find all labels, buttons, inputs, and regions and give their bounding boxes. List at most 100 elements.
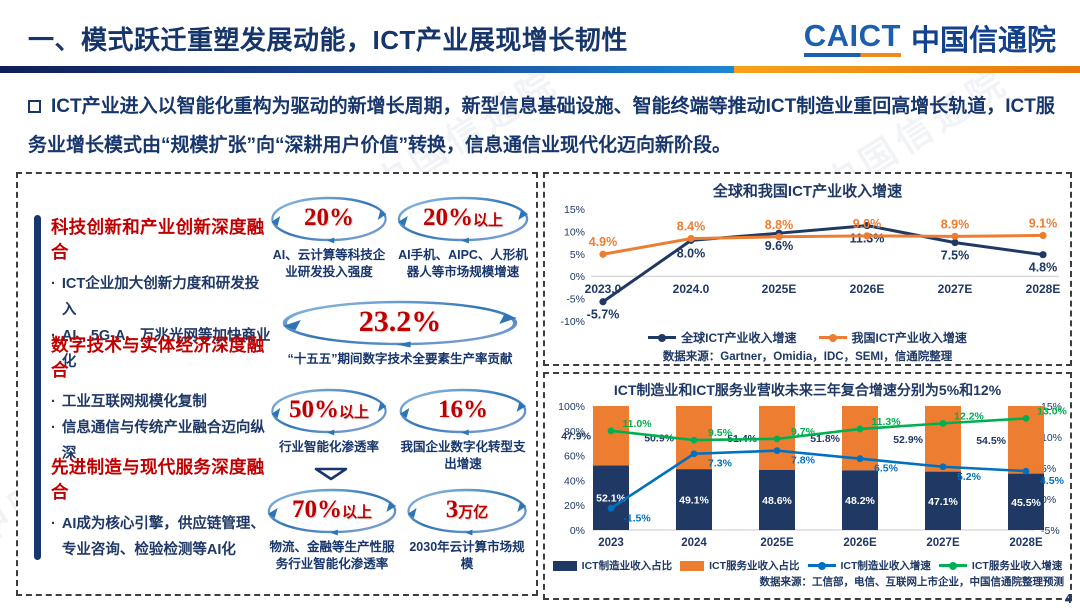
oval-icon: 50%以上	[268, 384, 390, 436]
line-marker-icon	[938, 564, 967, 567]
legend-label: ICT服务业收入增速	[971, 560, 1063, 572]
svg-text:15%: 15%	[564, 204, 585, 216]
stat-label: “十五五”期间数字技术全要素生产率贡献	[287, 352, 513, 366]
legend-item-svc-share: ICT服务业收入占比	[680, 558, 800, 573]
svg-text:48.2%: 48.2%	[845, 495, 875, 507]
caict-logo-underline	[803, 52, 901, 57]
line-marker-icon	[648, 336, 677, 339]
svg-text:8.4%: 8.4%	[677, 220, 706, 234]
page-title: 一、模式跃迁重塑发展动能，ICT产业展现增长韧性	[28, 24, 628, 55]
ict-growth-line-chart: 15% 10% 5% 0% -5% -10% 2023.0 2024.0 2025E 2026E 2…	[560, 204, 1060, 328]
ict-stacked-bar-line-chart: 100% 80% 60% 40% 20% 0% 15% 10% 5% 0% -5% 52.1% 47.9…	[558, 401, 1067, 549]
svg-text:9.7%: 9.7%	[791, 426, 816, 438]
svg-text:2024.0: 2024.0	[673, 282, 710, 296]
legend-item-global: 全球ICT产业收入增速	[648, 329, 797, 346]
dot-bullet-icon: ·	[51, 276, 56, 292]
intro-text: ICT产业进入以智能化重构为驱动的新增长周期，新型信息基础设施、智能终端等推动I…	[28, 96, 1055, 156]
svg-text:47.9%: 47.9%	[561, 431, 591, 443]
svg-text:11.3%: 11.3%	[871, 416, 901, 428]
stat-tfp-contribution: 23.2% “十五五”期间数字技术全要素生产率贡献	[276, 296, 524, 368]
legend-label: ICT制造业收入占比	[581, 560, 673, 572]
ict-share-growth-chart-box: ICT制造业和ICT服务业营收未来三年复合增速分别为5%和12% 100% 80%…	[543, 372, 1072, 600]
stat-label: AI、云计算等科技企业研发投入强度	[272, 248, 386, 279]
page-number: 4	[1064, 591, 1072, 606]
section-advanced-manufacturing: 先进制造与现代服务深度融合 · AI成为核心引擎，供应链管理、专业咨询、检验检测等…	[34, 454, 272, 563]
svg-text:2028E: 2028E	[1009, 537, 1043, 549]
section-title: 科技创新和产业创新深度融合	[51, 217, 265, 262]
caict-logo-text: CAICT	[803, 17, 901, 53]
oval-icon: 20%	[268, 192, 390, 244]
svg-text:-5%: -5%	[566, 294, 585, 306]
bullet-text: AI、5G-A、万兆光网等加快商业化	[61, 328, 271, 371]
stat-service-ai-penetration: 70%以上 物流、金融等生产性服务行业智能化渗透率	[264, 484, 400, 573]
svg-text:2025E: 2025E	[762, 282, 797, 296]
bullet-text: ICT企业加大创新力度和研发投入	[61, 276, 260, 319]
section-bullet: · 工业互联网规模化复制	[51, 389, 272, 415]
line-marker-icon	[818, 336, 847, 339]
svg-text:9.6%: 9.6%	[765, 239, 794, 253]
bullet-text: 信息通信与传统产业融合迈向纵深	[61, 420, 265, 463]
svg-text:8.8%: 8.8%	[765, 218, 794, 232]
svg-text:9.5%: 9.5%	[708, 427, 733, 439]
legend-item-svc-growth: ICT服务业收入增速	[938, 558, 1063, 573]
stat-cloud-market-size: 3万亿 2030年云计算市场规模	[404, 484, 530, 573]
svg-text:52.1%: 52.1%	[596, 493, 626, 505]
oval-icon: 23.2%	[276, 296, 524, 348]
bullet-text: 工业互联网规模化复制	[61, 394, 207, 410]
chart-title: 全球和我国ICT产业收入增速	[712, 183, 903, 200]
divider-blue-segment	[0, 66, 735, 73]
intro: ICT产业进入以智能化重构为驱动的新增长周期，新型信息基础设施、智能终端等推动I…	[28, 88, 1058, 166]
legend-item-mfg-growth: ICT制造业收入增速	[807, 558, 931, 573]
svg-text:52.9%: 52.9%	[893, 434, 923, 446]
svg-text:40%: 40%	[564, 475, 585, 487]
svg-text:0%: 0%	[1041, 494, 1056, 506]
svg-text:5.2%: 5.2%	[957, 471, 982, 483]
legend-item-mfg-share: ICT制造业收入占比	[552, 558, 673, 573]
dot-bullet-icon: ·	[51, 420, 56, 437]
square-bullet-icon	[28, 100, 41, 113]
svg-text:6.5%: 6.5%	[874, 463, 899, 475]
oval-icon: 3万亿	[404, 484, 530, 536]
svg-text:4.8%: 4.8%	[1029, 261, 1058, 275]
svg-text:-5%: -5%	[1041, 525, 1060, 537]
svg-text:2026E: 2026E	[843, 537, 877, 549]
bullet-text: AI成为核心引擎，供应链管理、专业咨询、检验检测等AI化	[61, 516, 265, 559]
svg-text:2023: 2023	[598, 537, 624, 549]
svg-text:2024: 2024	[681, 537, 707, 549]
dot-bullet-icon: ·	[51, 328, 56, 345]
svg-text:4.5%: 4.5%	[1040, 475, 1065, 487]
svg-text:7.3%: 7.3%	[708, 458, 733, 470]
stat-label: 物流、金融等生产性服务行业智能化渗透率	[269, 540, 395, 571]
svg-text:45.5%: 45.5%	[1011, 497, 1041, 509]
svg-text:49.1%: 49.1%	[679, 495, 709, 507]
legend-item-china: 我国ICT产业收入增速	[818, 329, 967, 346]
svg-text:7.5%: 7.5%	[941, 249, 970, 263]
svg-text:2025E: 2025E	[760, 537, 794, 549]
svg-text:-10%: -10%	[560, 316, 585, 328]
line-marker-icon	[807, 564, 836, 567]
stat-label: 我国企业数字化转型支出增速	[400, 440, 526, 471]
caict-logo-cn: 中国信通院	[910, 25, 1056, 57]
svg-text:2027E: 2027E	[926, 537, 960, 549]
legend-label: 全球ICT产业收入增速	[681, 331, 797, 345]
svg-text:5%: 5%	[1041, 463, 1056, 475]
stat-industry-ai-penetration: 50%以上 行业智能化渗透率	[268, 384, 390, 456]
svg-text:54.5%: 54.5%	[976, 435, 1006, 447]
oval-icon: 70%以上	[264, 484, 400, 536]
header: 一、模式跃迁重塑发展动能，ICT产业展现增长韧性 CAICT 中国信通院	[0, 10, 1080, 66]
section-bullet: · 信息通信与传统产业融合迈向纵深	[51, 415, 272, 467]
stat-rd-intensity: 20% AI、云计算等科技企业研发投入强度	[268, 192, 390, 281]
svg-text:9.0%: 9.0%	[853, 217, 882, 231]
svg-text:13.0%: 13.0%	[1037, 405, 1067, 417]
svg-text:8.9%: 8.9%	[941, 217, 970, 231]
svg-text:5%: 5%	[570, 249, 585, 261]
ict-revenue-growth-chart-box: 全球和我国ICT产业收入增速 15% 10% 5% 0% -5% -10% 2023.0 20…	[543, 172, 1072, 366]
svg-text:80%: 80%	[564, 426, 585, 438]
legend-label: ICT制造业收入增速	[840, 560, 931, 572]
svg-text:10%: 10%	[564, 226, 585, 238]
stat-digital-transform-spend: 16% 我国企业数字化转型支出增速	[396, 384, 530, 473]
stat-label: 2030年云计算市场规模	[409, 540, 525, 571]
legend-label: ICT服务业收入占比	[709, 560, 800, 572]
left-panel: 科技创新和产业创新深度融合 · ICT企业加大创新力度和研发投入 · AI、5G-A…	[16, 172, 538, 596]
